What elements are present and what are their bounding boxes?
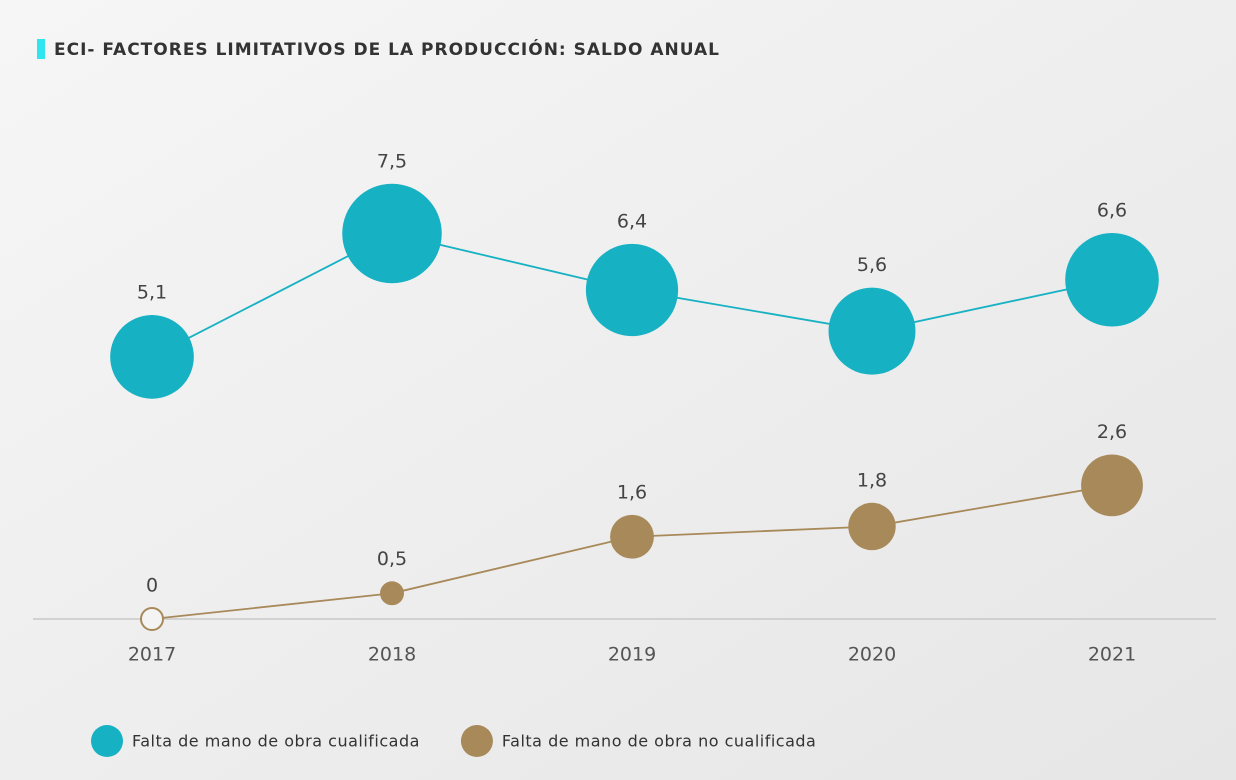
x-tick-label: 2017 [128,644,176,666]
legend-label: Falta de mano de obra cualificada [132,732,420,751]
data-point [342,183,442,284]
data-label: 6,4 [617,210,647,232]
data-point [380,581,404,606]
data-label: 2,6 [1097,421,1127,443]
data-label: 0 [146,575,158,597]
x-tick-label: 2020 [848,644,896,666]
data-point [110,315,194,399]
data-label: 5,1 [137,282,167,304]
legend-label: Falta de mano de obra no cualificada [502,732,816,751]
data-label: 5,6 [857,254,887,276]
data-point [585,243,679,337]
data-point [828,287,916,375]
data-point [140,607,164,631]
data-label: 1,6 [617,481,647,503]
legend-swatch [91,725,123,757]
title-accent [37,39,45,59]
data-label: 6,6 [1097,199,1127,221]
data-label: 7,5 [377,150,407,172]
legend-swatch [460,725,493,757]
x-tick-label: 2019 [608,644,656,666]
data-point [610,514,654,559]
data-label: 0,5 [377,548,407,570]
x-tick-label: 2018 [368,644,416,666]
data-point [848,502,896,551]
data-point [1081,454,1143,517]
data-point [1065,232,1159,327]
data-label: 1,8 [857,469,887,491]
chart-title: ECI- FACTORES LIMITATIVOS DE LA PRODUCCI… [54,38,720,60]
x-tick-label: 2021 [1088,644,1136,666]
